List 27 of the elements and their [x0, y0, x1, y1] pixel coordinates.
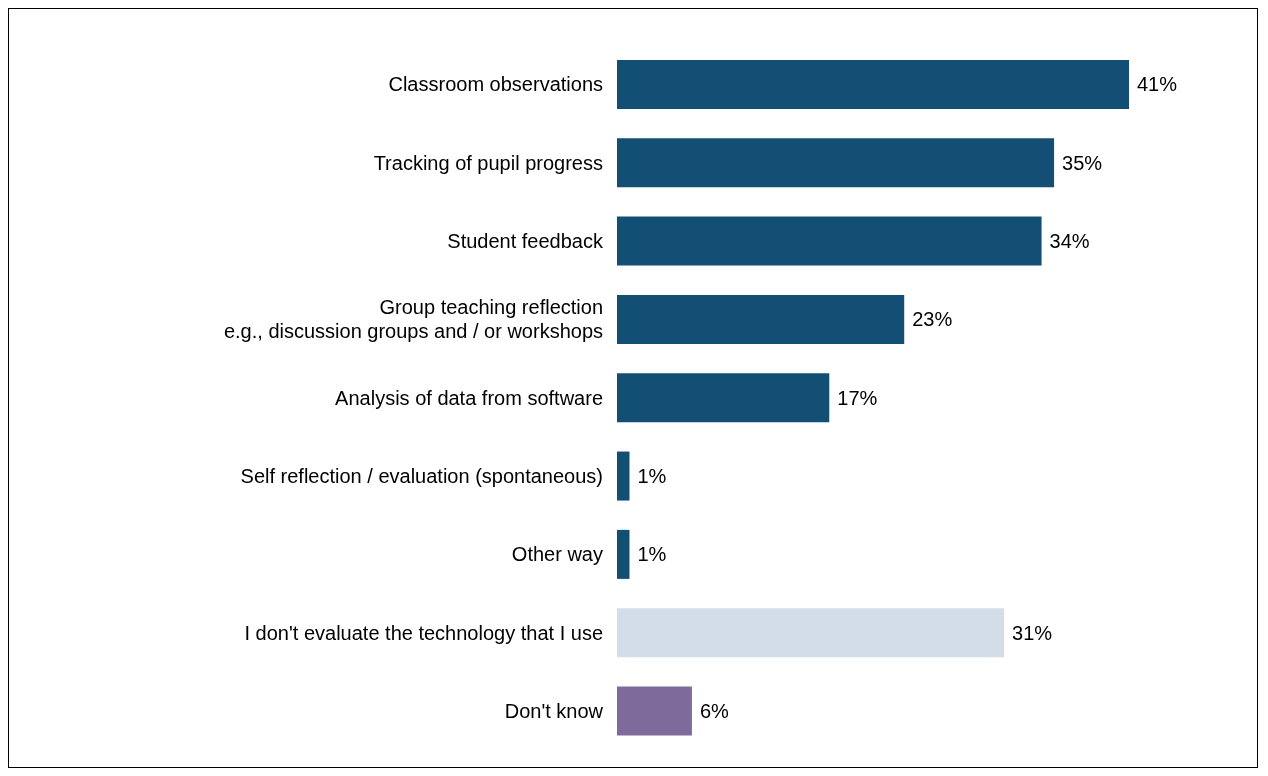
data-label: 31% [1012, 621, 1053, 644]
bar [617, 529, 630, 579]
y-tick-label: Other way [511, 543, 603, 566]
y-tick-label: Tracking of pupil progress [373, 151, 603, 174]
bar [617, 686, 692, 736]
y-tick-label: Group teaching reflection e.g., discussion groups and / or workshops [223, 296, 603, 343]
data-label: 17% [837, 386, 878, 409]
bar [617, 138, 1055, 188]
y-tick-label: I don't evaluate the technology that I use [244, 621, 603, 644]
bar [617, 451, 630, 501]
data-label: 1% [637, 465, 667, 488]
data-label: 34% [1049, 230, 1090, 253]
bar [617, 608, 1005, 658]
y-tick-label: Don't know [504, 699, 604, 722]
y-tick-label: Classroom observations [388, 73, 603, 96]
y-tick-label: Self reflection / evaluation (spontaneous) [240, 464, 603, 487]
data-label: 1% [637, 543, 667, 566]
bar [617, 373, 830, 423]
bar [617, 59, 1129, 109]
y-tick-label: Analysis of data from software [335, 386, 603, 409]
bar [617, 216, 1042, 266]
data-label: 41% [1137, 73, 1178, 96]
y-tick-label: Student feedback [447, 229, 604, 252]
data-label: 35% [1062, 151, 1103, 174]
bar [617, 294, 905, 344]
data-label: 6% [699, 700, 730, 723]
data-label: 23% [912, 308, 953, 331]
